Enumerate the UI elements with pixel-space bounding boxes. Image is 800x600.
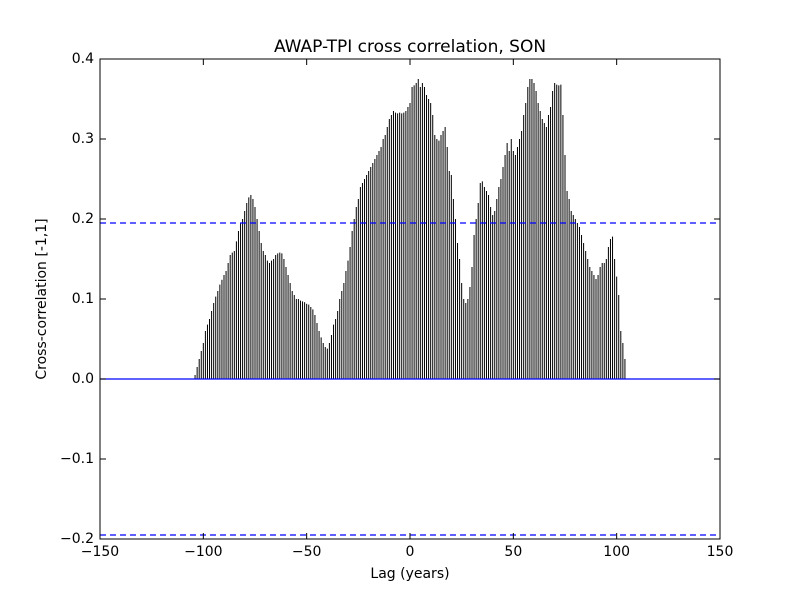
y-tick-label: 0.0 — [72, 371, 94, 387]
y-tick-label: 0.2 — [72, 211, 94, 227]
chart-title: AWAP-TPI cross correlation, SON — [274, 37, 546, 57]
x-tick-label: 50 — [504, 544, 522, 560]
y-tick-label: 0.3 — [72, 131, 94, 147]
x-tick-label: 0 — [406, 544, 415, 560]
x-tick-label: −100 — [184, 544, 222, 560]
y-tick-label: 0.4 — [72, 51, 94, 67]
x-axis-label: Lag (years) — [370, 566, 449, 582]
y-axis-label: Cross-correlation [-1,1] — [34, 218, 50, 379]
x-tick-label: 150 — [707, 544, 734, 560]
y-tick-label: −0.1 — [60, 451, 94, 467]
y-tick-label: 0.1 — [72, 291, 94, 307]
x-tick-label: 100 — [603, 544, 630, 560]
x-tick-label: −150 — [81, 544, 119, 560]
x-tick-label: −50 — [292, 544, 322, 560]
y-tick-label: −0.2 — [60, 531, 94, 547]
